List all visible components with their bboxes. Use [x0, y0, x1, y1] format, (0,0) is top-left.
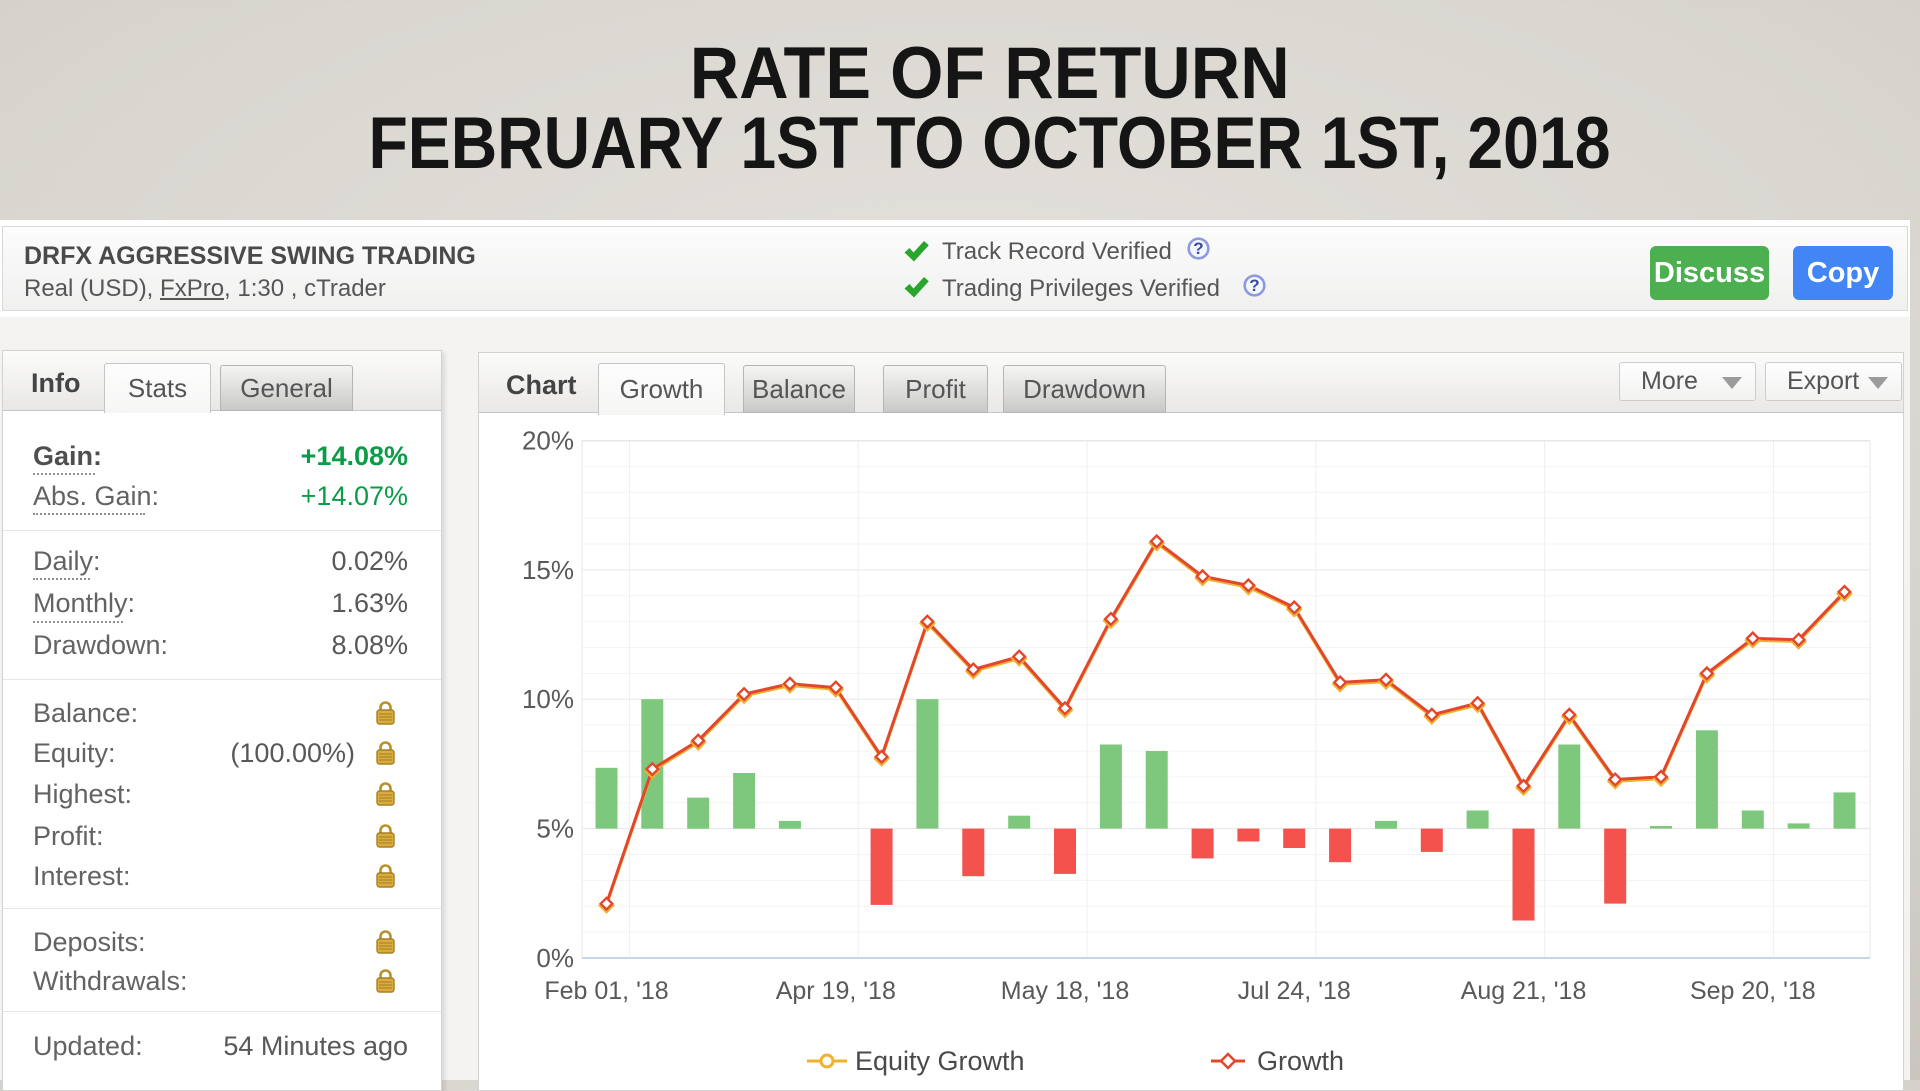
svg-text:Equity Growth: Equity Growth: [855, 1046, 1025, 1076]
svg-text:Growth: Growth: [1257, 1046, 1344, 1076]
svg-text:0%: 0%: [536, 943, 574, 973]
svg-text:?: ?: [1193, 239, 1203, 258]
svg-text:Aug 21, '18: Aug 21, '18: [1461, 977, 1587, 1005]
svg-text:5%: 5%: [536, 814, 574, 844]
svg-text:May 18, '18: May 18, '18: [1001, 977, 1129, 1005]
svg-text:10%: 10%: [522, 684, 574, 714]
svg-text:Feb 01, '18: Feb 01, '18: [544, 977, 668, 1005]
svg-text:Sep 20, '18: Sep 20, '18: [1690, 977, 1816, 1005]
svg-text:Apr 19, '18: Apr 19, '18: [776, 977, 896, 1005]
svg-text:?: ?: [1249, 276, 1259, 295]
svg-text:15%: 15%: [522, 555, 574, 585]
svg-text:20%: 20%: [522, 426, 574, 456]
svg-text:Jul 24, '18: Jul 24, '18: [1238, 977, 1351, 1005]
